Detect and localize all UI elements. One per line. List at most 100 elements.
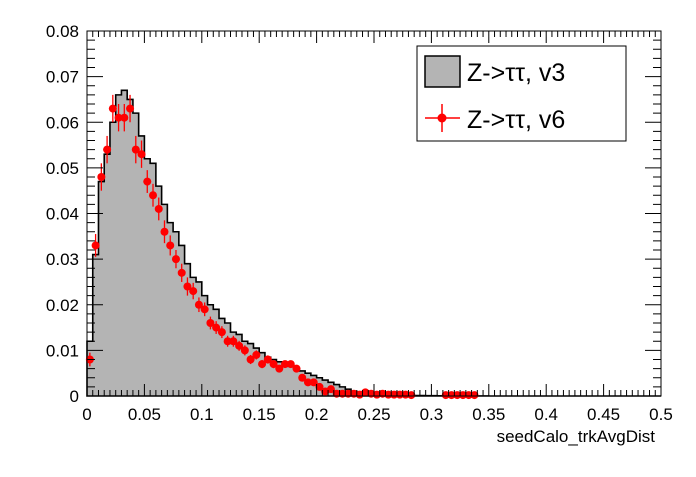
point-marker <box>183 282 192 291</box>
data-point-v6 <box>126 94 135 123</box>
data-point-v6 <box>212 321 221 334</box>
point-marker <box>275 364 284 373</box>
x-axis-label: seedCalo_trkAvgDist <box>497 427 656 446</box>
point-marker <box>212 323 221 332</box>
data-point-v6 <box>240 345 249 356</box>
y-tick-label: 0.05 <box>46 159 79 178</box>
data-point-v6 <box>263 355 272 364</box>
point-marker <box>217 328 226 337</box>
point-marker <box>223 337 232 346</box>
point-marker <box>407 391 416 400</box>
data-point-v6 <box>183 277 192 296</box>
point-marker <box>143 177 152 186</box>
x-tick-label: 0 <box>82 405 91 424</box>
point-marker <box>309 378 318 387</box>
point-marker <box>97 173 106 181</box>
data-point-v6 <box>303 378 312 387</box>
legend-marker-v6 <box>437 113 447 123</box>
y-tick-label: 0 <box>70 387 79 406</box>
point-marker <box>447 391 456 400</box>
x-tick-label: 0.2 <box>305 405 329 424</box>
point-marker <box>401 390 410 399</box>
point-marker <box>103 145 112 154</box>
data-point-v6 <box>315 382 324 391</box>
point-marker <box>200 305 209 314</box>
point-marker <box>235 341 244 350</box>
point-marker <box>252 350 261 359</box>
point-marker <box>114 113 123 122</box>
x-tick-label: 0.1 <box>190 405 214 424</box>
point-marker <box>395 390 404 399</box>
point-marker <box>206 319 215 327</box>
point-marker <box>177 268 186 277</box>
y-tick-label: 0.04 <box>46 205 79 224</box>
point-marker <box>269 360 278 369</box>
x-tick-label: 0.5 <box>649 405 673 424</box>
point-marker <box>120 113 129 122</box>
data-point-v6 <box>252 350 261 360</box>
y-tick-label: 0.07 <box>46 68 79 87</box>
x-tick-label: 0.3 <box>420 405 444 424</box>
data-point-v6 <box>390 390 399 399</box>
point-marker <box>91 241 100 250</box>
point-marker <box>166 241 175 250</box>
x-tick-label: 0.15 <box>243 405 276 424</box>
y-tick-label: 0.01 <box>46 341 79 360</box>
data-point-v6 <box>407 391 416 400</box>
y-tick-label: 0.06 <box>46 113 79 132</box>
data-point-v6 <box>217 326 226 339</box>
point-marker <box>160 227 169 236</box>
data-point-v6 <box>154 197 163 221</box>
point-marker <box>286 360 295 369</box>
data-point-v6 <box>309 378 318 387</box>
point-marker <box>303 378 312 387</box>
data-point-v6 <box>103 135 112 164</box>
data-point-v6 <box>177 263 186 282</box>
data-point-v6 <box>189 282 198 300</box>
data-point-v6 <box>298 373 307 382</box>
point-marker <box>326 385 335 394</box>
x-tick-label: 0.05 <box>128 405 161 424</box>
data-point-v6 <box>149 183 158 207</box>
data-point-v6 <box>235 340 244 351</box>
data-point-v6 <box>131 135 140 164</box>
point-marker <box>453 391 462 400</box>
x-tick-label: 0.35 <box>472 405 505 424</box>
point-marker <box>292 364 301 373</box>
y-tick-label: 0.02 <box>46 296 79 315</box>
point-marker <box>149 191 158 200</box>
data-point-v6 <box>160 220 169 244</box>
x-tick-label: 0.25 <box>357 405 390 424</box>
point-marker <box>263 355 272 364</box>
data-point-v6 <box>258 359 267 369</box>
data-point-v6 <box>200 302 209 317</box>
point-marker <box>298 373 307 382</box>
data-point-v6 <box>246 354 255 365</box>
data-point-v6 <box>166 235 175 256</box>
data-point-v6 <box>91 234 100 257</box>
data-point-v6 <box>464 391 473 400</box>
legend-label-v3: Z->ττ, v3 <box>467 59 565 87</box>
data-point-v6 <box>206 316 215 330</box>
point-marker <box>458 391 467 400</box>
data-point-v6 <box>171 250 180 269</box>
point-marker <box>171 255 180 264</box>
point-marker <box>258 360 267 369</box>
legend-label-v6: Z->ττ, v6 <box>467 106 565 134</box>
y-tick-label: 0.08 <box>46 22 79 41</box>
point-marker <box>315 382 324 391</box>
point-marker <box>137 150 146 159</box>
legend-swatch-v3 <box>424 55 461 88</box>
data-point-v6 <box>275 364 284 373</box>
y-tick-label: 0.03 <box>46 250 79 269</box>
legend: Z->ττ, v3 Z->ττ, v6 <box>416 45 627 142</box>
point-marker <box>194 300 203 309</box>
data-point-v6 <box>269 359 278 369</box>
point-marker <box>246 355 255 364</box>
point-marker <box>470 391 479 400</box>
data-point-v6 <box>137 140 146 168</box>
x-tick-label: 0.4 <box>534 405 558 424</box>
data-point-v6 <box>194 297 203 313</box>
